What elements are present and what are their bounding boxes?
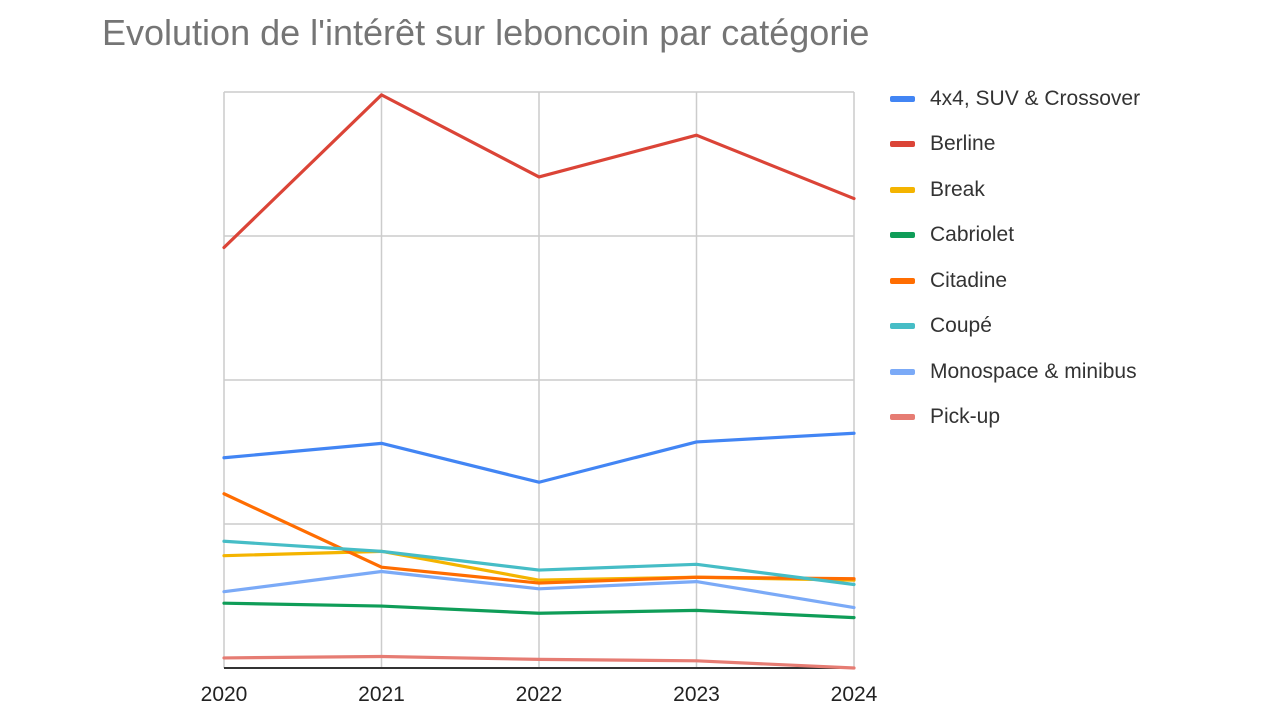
- legend-swatch: [890, 368, 915, 375]
- series-line-coup: [222, 539, 856, 587]
- series-line-cabriolet: [222, 601, 856, 620]
- legend-item: Cabriolet: [890, 213, 1140, 259]
- legend-item: Coupé: [890, 304, 1140, 350]
- legend-label: Coupé: [930, 314, 992, 338]
- legend-label: Berline: [930, 132, 996, 156]
- series-line-4x4-suv-crossover: [222, 431, 856, 484]
- x-tick-label: 2023: [673, 683, 720, 706]
- series-line-berline: [222, 93, 856, 250]
- legend-item: Pick-up: [890, 395, 1140, 441]
- legend-label: Cabriolet: [930, 223, 1015, 247]
- x-tick-label: 2024: [831, 683, 878, 706]
- chart-title: Evolution de l'intérêt sur leboncoin par…: [102, 12, 870, 53]
- legend-label: Monospace & minibus: [930, 359, 1137, 383]
- legend-item: Monospace & minibus: [890, 349, 1140, 395]
- legend-item: 4x4, SUV & Crossover: [890, 76, 1140, 122]
- legend-swatch: [890, 323, 915, 330]
- series-line-monospace-minibus: [222, 569, 856, 610]
- legend-swatch: [890, 414, 915, 421]
- series-line-citadine: [222, 492, 856, 585]
- x-tick-label: 2021: [358, 683, 405, 706]
- legend-swatch: [890, 141, 915, 148]
- legend-item: Berline: [890, 122, 1140, 168]
- legend-swatch: [890, 95, 915, 102]
- legend-label: Break: [930, 177, 985, 201]
- legend-swatch: [890, 186, 915, 193]
- x-tick-label: 2020: [201, 683, 248, 706]
- legend-swatch: [890, 232, 915, 239]
- x-tick-label: 2022: [516, 683, 563, 706]
- legend-swatch: [890, 277, 915, 284]
- series-line-pick-up: [222, 654, 856, 670]
- legend-item: Break: [890, 167, 1140, 213]
- legend-label: Citadine: [930, 268, 1008, 292]
- legend-label: Pick-up: [930, 405, 1001, 429]
- legend-label: 4x4, SUV & Crossover: [930, 86, 1141, 110]
- legend-item: Citadine: [890, 258, 1140, 304]
- chart-legend: 4x4, SUV & Crossover Berline Break Cabriole…: [890, 76, 1140, 440]
